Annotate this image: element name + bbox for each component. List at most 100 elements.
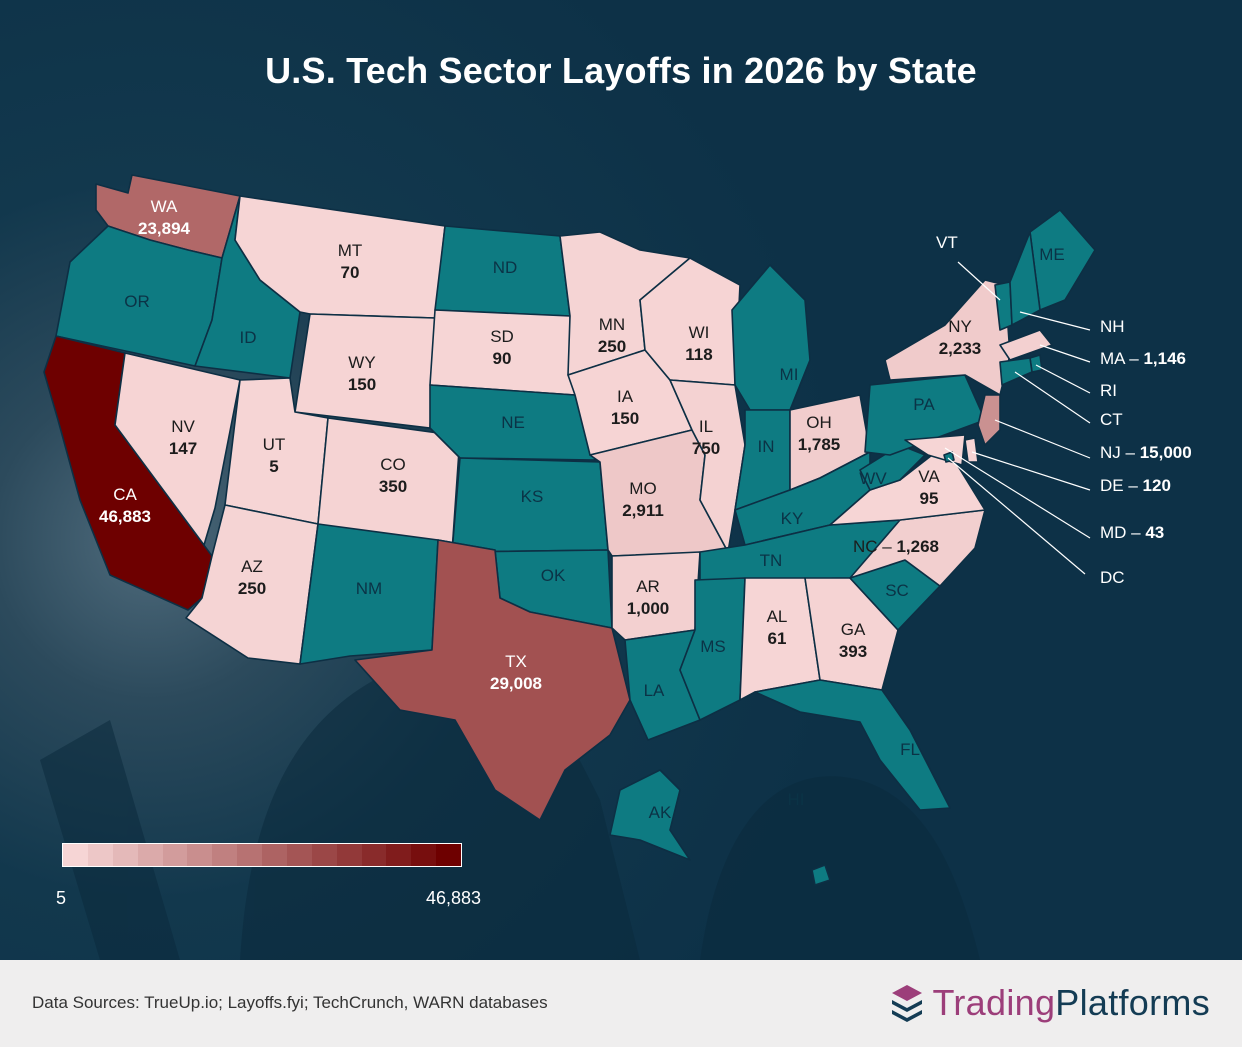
color-scale-legend — [62, 843, 462, 867]
legend-max-label: 46,883 — [426, 888, 482, 908]
state-dc — [943, 451, 955, 463]
legend-swatch — [311, 844, 337, 866]
state-ar — [611, 551, 701, 641]
state-nh — [1009, 231, 1041, 326]
state-label-il: IL — [699, 417, 713, 436]
state-de — [964, 437, 979, 463]
state-label-ak: AK — [649, 803, 672, 822]
state-label-tx: TX — [505, 652, 527, 671]
state-value-az: 250 — [238, 579, 266, 598]
callout-label-de: DE – 120 — [1100, 476, 1171, 495]
state-value-ga: 393 — [839, 642, 867, 661]
state-value-nv: 147 — [169, 439, 197, 458]
callout-label-vt: VT — [936, 233, 958, 252]
state-value-ny: 2,233 — [939, 339, 982, 358]
state-ma — [999, 329, 1053, 361]
callout-label-dc: DC — [1100, 568, 1125, 587]
state-label-al: AL — [767, 607, 788, 626]
callout-label-ri: RI — [1100, 381, 1117, 400]
state-label-ks: KS — [521, 487, 544, 506]
state-value-ar: 1,000 — [627, 599, 670, 618]
state-label-nv: NV — [171, 417, 195, 436]
state-ga — [804, 577, 899, 691]
map-title: U.S. Tech Sector Layoffs in 2026 by Stat… — [265, 50, 977, 91]
state-value-nc: 1,268 — [896, 537, 939, 556]
callout-label-nj: NJ – 15,000 — [1100, 443, 1192, 462]
state-label-or: OR — [124, 292, 150, 311]
state-label-ms: MS — [700, 637, 726, 656]
state-label-ky: KY — [781, 509, 804, 528]
legend-swatch — [262, 844, 287, 866]
state-labels: WA 23,894 OR CA 46,883 ID NV 147 MT 70 WY 150 UT 5 AZ 2… — [99, 197, 1192, 822]
callout-label-nh: NH — [1100, 317, 1125, 336]
callout-line-de — [971, 451, 1091, 491]
state-label-ca: CA — [113, 485, 137, 504]
legend-swatch — [137, 844, 163, 866]
legend-swatch — [411, 844, 437, 866]
state-label-tn: TN — [760, 551, 783, 570]
state-label-mo: MO — [629, 479, 656, 498]
map-poster: U.S. Tech Sector Layoffs in 2026 by Stat… — [0, 0, 1242, 960]
callout-line-vt — [957, 261, 1001, 301]
state-value-al: 61 — [768, 629, 787, 648]
state-label-ar: AR — [636, 577, 660, 596]
state-tx — [354, 539, 631, 821]
state-label-in: IN — [758, 437, 775, 456]
state-ak — [609, 769, 691, 861]
state-fl — [754, 679, 951, 811]
state-nv — [114, 352, 241, 546]
state-value-wi: 118 — [685, 345, 712, 364]
state-label-sc: SC — [885, 581, 909, 600]
state-label-hi: HI — [788, 790, 805, 809]
legend-swatch — [386, 844, 412, 866]
states-layer — [43, 174, 1096, 886]
callout-value-ma: 1,146 — [1143, 349, 1186, 368]
state-label-ga: GA — [841, 620, 866, 639]
state-value-va: 95 — [920, 489, 939, 508]
state-label-co: CO — [380, 455, 406, 474]
state-label-oh: OH — [806, 413, 832, 432]
callout-line-md — [944, 447, 1091, 539]
state-value-wa: 23,894 — [138, 219, 191, 238]
state-value-co: 350 — [379, 477, 407, 496]
callout-label-ma: MA – 1,146 — [1100, 349, 1186, 368]
state-label-wy: WY — [348, 353, 375, 372]
legend-swatch — [286, 844, 312, 866]
state-label-pa: PA — [913, 395, 935, 414]
callout-line-nj — [994, 419, 1091, 459]
state-label-sd: SD — [490, 327, 514, 346]
state-label-wi: WI — [689, 323, 710, 342]
stacked-layers-icon — [892, 985, 923, 1022]
state-nj — [977, 394, 1001, 446]
state-label-mi: MI — [780, 365, 799, 384]
state-value-ia: 150 — [611, 409, 639, 428]
callout-line-ma — [1039, 344, 1091, 363]
state-value-tx: 29,008 — [490, 674, 542, 693]
state-label-nd: ND — [493, 258, 518, 277]
state-label-wa: WA — [151, 197, 178, 216]
legend-swatch — [336, 844, 362, 866]
state-label-id: ID — [240, 328, 257, 347]
state-value-oh: 1,785 — [798, 435, 841, 454]
state-label-la: LA — [644, 681, 665, 700]
callout-line-ct — [1014, 371, 1091, 424]
callout-line-nh — [1019, 311, 1091, 331]
callout-label-md: MD – 43 — [1100, 523, 1164, 542]
footer: Data Sources: TrueUp.io; Layoffs.fyi; Te… — [0, 960, 1242, 1047]
legend-swatch — [112, 844, 138, 866]
state-label-me: ME — [1039, 245, 1065, 264]
callout-lines — [944, 261, 1091, 575]
us-map: WA 23,894 OR CA 46,883 ID NV 147 MT 70 WY 150 UT 5 AZ 2… — [40, 174, 1192, 960]
state-label-nc: NC – 1,268 — [853, 537, 939, 556]
callout-label-ct: CT — [1100, 410, 1123, 429]
data-sources: Data Sources: TrueUp.io; Layoffs.fyi; Te… — [32, 993, 548, 1012]
legend-swatch — [436, 844, 461, 866]
brand-logo: TradingPlatforms — [890, 982, 1210, 1024]
state-label-mt: MT — [338, 241, 363, 260]
state-label-wv: WV — [859, 469, 887, 488]
legend-swatch — [63, 844, 88, 866]
callout-line-dc — [947, 457, 1086, 575]
state-value-wy: 150 — [348, 375, 376, 394]
legend-swatch — [87, 844, 113, 866]
state-label-mn: MN — [599, 315, 625, 334]
